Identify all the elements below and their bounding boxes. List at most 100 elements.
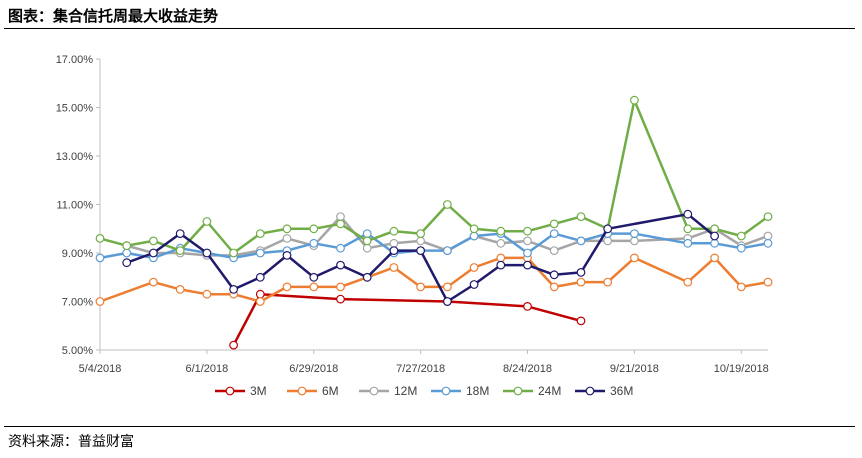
data-point — [148, 236, 158, 246]
legend-item-24M: 24M — [503, 384, 561, 398]
x-tick-label: 8/24/2018 — [503, 363, 552, 375]
legend-label: 12M — [394, 384, 417, 398]
data-point — [255, 297, 265, 306]
series-36M — [122, 209, 719, 306]
data-point — [443, 246, 452, 256]
legend-marker — [369, 386, 379, 396]
data-point — [122, 241, 132, 251]
data-point — [469, 231, 479, 241]
legend-item-12M: 12M — [359, 384, 417, 398]
data-point — [683, 277, 693, 287]
y-tick-label: 17.00% — [56, 54, 94, 66]
data-point — [549, 246, 559, 256]
series-3M — [229, 289, 586, 350]
data-point — [416, 236, 426, 246]
x-tick-label: 5/4/2018 — [79, 363, 122, 375]
data-point — [95, 233, 105, 243]
data-point — [229, 285, 239, 294]
line-chart: 5.00% 7.00% 9.00% 11.00% 13.00% 15.00% 17.00% 5… — [56, 54, 773, 398]
data-point — [389, 263, 399, 272]
bottom-divider — [4, 426, 855, 427]
data-point — [416, 229, 426, 239]
series-24M — [95, 95, 773, 258]
chart-axes: 5.00% 7.00% 9.00% 11.00% 13.00% 15.00% 17.00% 5… — [56, 54, 769, 375]
data-point — [630, 253, 639, 263]
data-point — [523, 236, 532, 246]
data-point — [523, 260, 532, 270]
data-point — [389, 246, 399, 256]
data-point — [122, 258, 132, 268]
data-point — [549, 282, 559, 292]
data-point — [523, 226, 532, 236]
data-point — [282, 282, 292, 292]
data-point — [549, 219, 559, 229]
data-point — [336, 282, 345, 292]
y-tick-label: 15.00% — [56, 103, 94, 115]
series-line — [232, 292, 582, 346]
data-point — [496, 253, 506, 263]
legend-item-36M: 36M — [575, 384, 633, 398]
data-point — [469, 280, 479, 289]
data-point — [255, 272, 265, 282]
data-point — [336, 243, 345, 253]
data-point — [282, 233, 292, 243]
data-point — [362, 272, 372, 282]
data-point — [710, 231, 719, 241]
data-point — [630, 229, 639, 239]
data-point — [202, 289, 212, 299]
legend-marker — [441, 386, 451, 396]
series-line — [99, 256, 769, 303]
legend-label: 6M — [322, 384, 339, 398]
series-layer — [95, 95, 773, 350]
x-tick-label: 10/19/2018 — [714, 363, 769, 375]
data-point — [443, 282, 452, 292]
series-6M — [95, 253, 773, 306]
data-point — [336, 212, 345, 222]
legend-label: 36M — [610, 384, 633, 398]
y-tick-label: 13.00% — [56, 151, 94, 163]
data-point — [763, 231, 773, 241]
data-point — [576, 268, 586, 277]
data-point — [630, 236, 639, 246]
data-point — [255, 229, 265, 239]
data-point — [122, 248, 132, 258]
data-point — [576, 236, 586, 246]
data-point — [576, 316, 586, 326]
data-point — [362, 229, 372, 239]
y-tick-label: 9.00% — [62, 248, 93, 260]
data-point — [229, 340, 239, 350]
data-point — [603, 224, 613, 234]
data-point — [523, 302, 532, 311]
top-divider — [4, 28, 855, 29]
data-point — [255, 289, 265, 299]
data-point — [683, 209, 693, 219]
data-point — [763, 238, 773, 248]
data-point — [362, 243, 372, 253]
x-tick-label: 6/29/2018 — [289, 363, 338, 375]
series-line — [99, 98, 769, 255]
data-point — [603, 277, 613, 287]
x-tick-label: 6/1/2018 — [185, 363, 228, 375]
data-point — [416, 282, 426, 292]
legend-marker — [225, 386, 235, 396]
data-point — [603, 236, 613, 246]
legend-marker — [297, 386, 307, 396]
data-point — [309, 272, 319, 282]
data-point — [443, 200, 452, 209]
data-point — [576, 277, 586, 287]
chart-title: 图表：集合信托周最大收益走势 — [8, 7, 219, 25]
data-point — [710, 253, 719, 263]
data-point — [255, 248, 265, 258]
data-point — [95, 253, 105, 263]
data-point — [95, 297, 105, 306]
legend-marker — [585, 386, 595, 396]
data-point — [175, 229, 185, 239]
series-line — [126, 215, 769, 257]
data-point — [683, 224, 693, 234]
data-point — [549, 270, 559, 280]
legend-label: 3M — [250, 384, 267, 398]
legend-marker — [513, 386, 523, 396]
data-point — [683, 238, 693, 248]
data-point — [336, 219, 345, 229]
legend-label: 18M — [466, 384, 489, 398]
